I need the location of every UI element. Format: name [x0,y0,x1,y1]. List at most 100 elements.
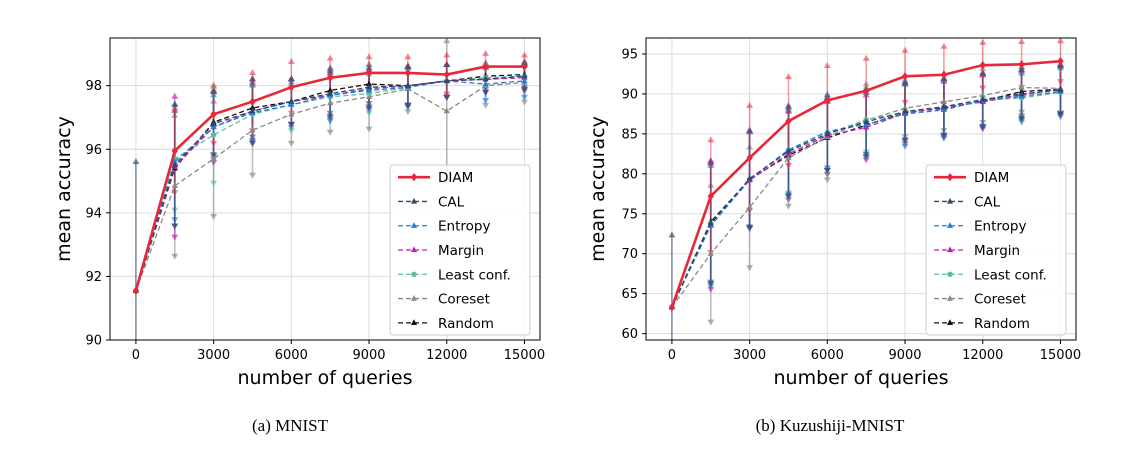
data-point [901,72,909,81]
error-cap-top [287,75,295,82]
x-tick-label: 12000 [426,348,467,363]
error-cap-bottom [210,159,218,166]
figure-caption: (b) Kuzushiji-MNIST [756,416,905,435]
x-axis-label: number of queries [773,367,948,389]
error-cap-bottom [404,109,412,116]
error-cap-top [326,67,334,74]
data-point [940,70,948,79]
data-point [132,286,140,295]
x-tick-label: 9000 [888,348,921,363]
y-tick-label: 98 [85,79,102,94]
error-cap-bottom [940,132,948,139]
error-cap-bottom [520,99,528,106]
legend-label: Margin [974,243,1020,259]
data-point [863,123,870,130]
data-point [979,91,986,98]
data-point [327,86,334,93]
data-point [482,80,489,87]
error-cap-bottom [326,118,334,125]
axes-frame [109,37,541,341]
error-cap-top [482,49,490,56]
error-cap-bottom [171,253,179,260]
x-tick-label: 6000 [811,348,844,363]
error-cap-top [326,54,334,61]
data-point [288,83,295,92]
error-cap-bottom [784,193,792,200]
error-cap-top [171,92,179,99]
legend-label: CAL [438,194,465,210]
error-cap-top [979,69,987,76]
legend-swatch-marker [411,271,417,277]
data-point [521,62,528,71]
error-cap-top [132,157,140,164]
legend-swatch-marker [946,197,954,204]
error-cap-bottom [707,286,715,293]
error-cap-top [404,53,412,60]
data-point [746,153,753,163]
y-tick-label: 65 [621,287,638,302]
error-cap-bottom [443,91,451,98]
data-point [443,70,450,79]
data-point [365,80,373,87]
error-cap-bottom [443,94,451,101]
plot-area [132,38,528,340]
error-cap-top [784,73,792,80]
data-point [1018,83,1025,90]
data-point [288,101,295,107]
y-tick-label: 96 [85,143,102,158]
y-tick-label: 95 [621,47,638,62]
error-cap-bottom [248,172,256,179]
x-tick-label: 6000 [275,348,308,363]
error-cap-bottom [287,128,295,135]
y-tick-label: 90 [621,87,638,102]
error-cap-bottom [520,86,528,93]
error-cap-top [443,38,451,44]
legend-box [389,164,531,336]
data-point [1057,56,1064,66]
error-cap-top [365,61,373,68]
data-point [979,95,986,102]
legend-swatch-marker [946,294,954,301]
y-tick-label: 80 [621,167,638,182]
data-point [249,107,256,114]
legend-swatch-marker [410,172,418,182]
error-cap-bottom [287,125,295,132]
error-cap-bottom [210,140,218,147]
data-point [940,103,947,109]
error-cap-top [668,231,676,238]
error-cap-top [365,53,373,60]
error-cap-top [940,42,948,49]
legend-swatch-marker [947,271,953,277]
error-cap-top [520,51,528,58]
error-cap-top [1018,65,1026,72]
x-tick-label: 3000 [733,348,766,363]
data-point [210,155,217,161]
error-cap-top [746,101,754,108]
legend-label: Entropy [438,219,490,235]
legend-swatch-marker [410,197,418,204]
data-point [707,219,714,226]
data-point [404,82,411,88]
x-tick-label: 3000 [197,348,230,363]
data-point [171,146,178,156]
error-cap-bottom [365,107,373,114]
error-cap-bottom [287,140,295,147]
data-point [365,83,373,90]
error-cap-top [443,51,451,58]
data-point [1057,86,1064,93]
data-point [249,104,256,111]
data-point [482,62,489,71]
data-point [521,72,528,79]
error-cap-bottom [979,85,987,92]
data-point [707,191,714,201]
error-cap-bottom [707,319,715,326]
error-cap-top [862,54,870,61]
legend-swatch-marker [410,222,418,228]
data-point [327,90,334,96]
legend-label: Least conf. [974,267,1047,283]
error-cap-top [1018,38,1026,44]
error-cap-top [901,79,909,86]
data-point [365,86,373,93]
error-cap-bottom [326,129,334,136]
data-point [668,303,676,312]
